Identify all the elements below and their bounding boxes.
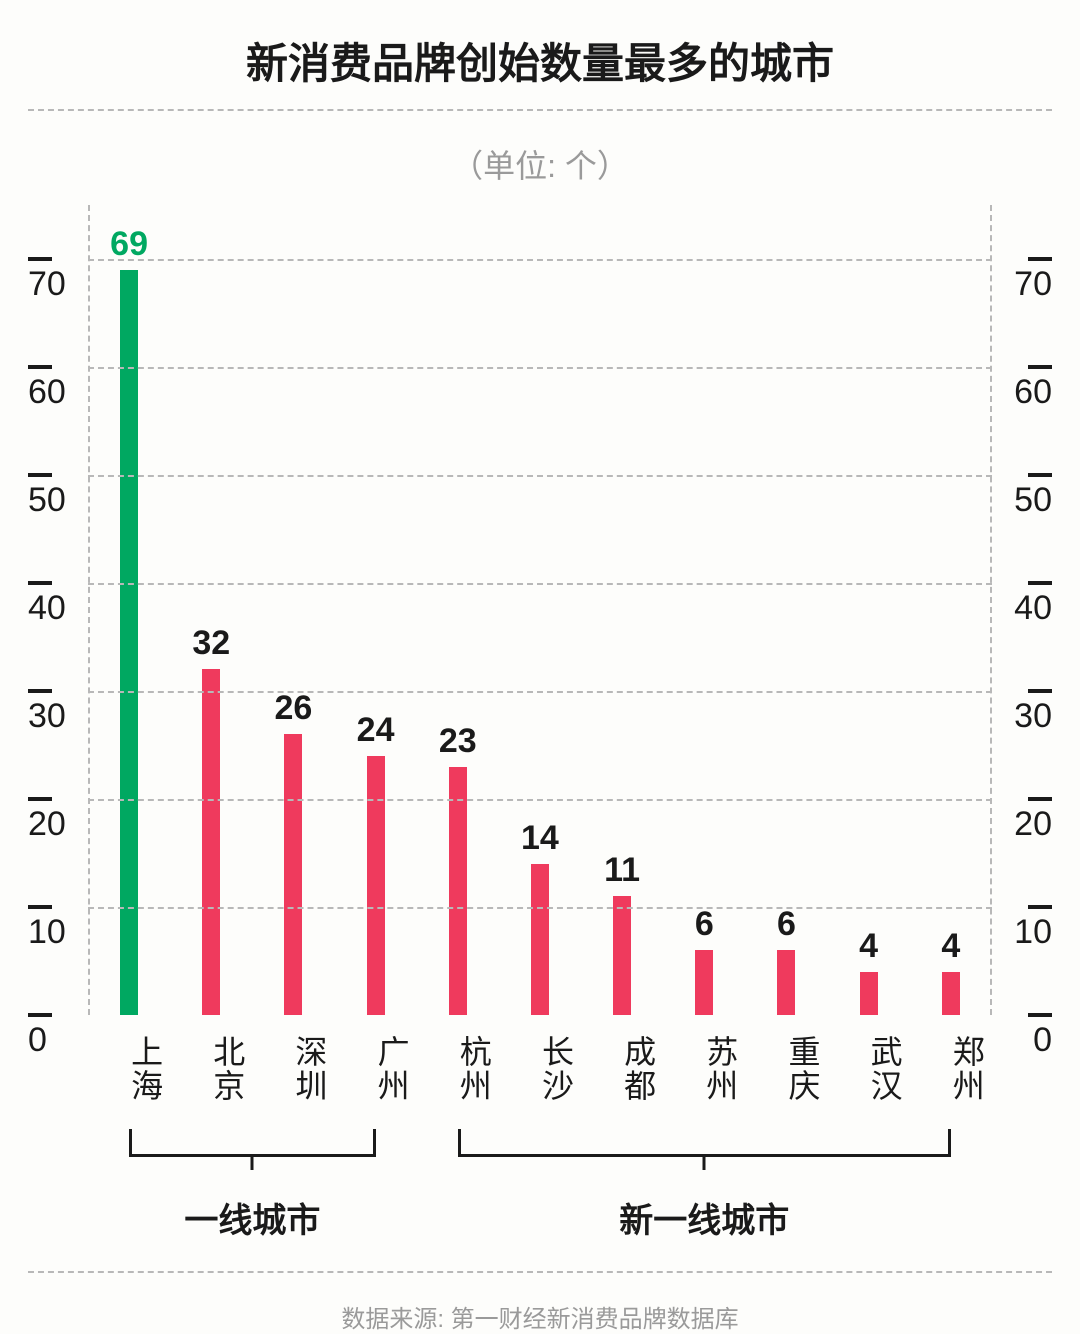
- y-tick-right: [1028, 689, 1052, 693]
- y-tick-left: [28, 581, 52, 585]
- gridline: [88, 367, 992, 369]
- y-label-left: 20: [28, 805, 66, 844]
- y-tick-right: [1028, 581, 1052, 585]
- group-brackets: [88, 1129, 992, 1169]
- y-tick-right: [1028, 905, 1052, 909]
- gridline: [88, 583, 992, 585]
- bar-slot: 26: [258, 205, 328, 1015]
- bar-value-label: 4: [941, 927, 960, 966]
- y-label-left: 10: [28, 913, 66, 952]
- x-axis-labels: 上海北京深圳广州杭州长沙成都苏州重庆武汉郑州: [88, 1029, 992, 1109]
- bar-value-label: 6: [695, 905, 714, 944]
- top-divider: [28, 109, 1052, 111]
- bar-slot: 24: [341, 205, 411, 1015]
- x-axis-city-label: 成都: [587, 1029, 657, 1109]
- bar-slot: 4: [834, 205, 904, 1015]
- bar-value-label: 32: [192, 624, 230, 663]
- y-tick-left: [28, 905, 52, 909]
- bar-value-label: 26: [275, 689, 313, 728]
- y-tick-left: [28, 365, 52, 369]
- bar-value-label: 69: [110, 225, 148, 264]
- group-label: 新一线城市: [619, 1193, 789, 1242]
- chart-title: 新消费品牌创始数量最多的城市: [0, 0, 1080, 91]
- gridline: [88, 259, 992, 261]
- y-label-right: 60: [1014, 373, 1052, 412]
- bottom-divider: [28, 1271, 1052, 1273]
- y-label-left: 70: [28, 265, 66, 304]
- group-label: 一线城市: [184, 1193, 320, 1242]
- y-tick-right: [1028, 473, 1052, 477]
- group-labels: 一线城市新一线城市: [88, 1193, 992, 1237]
- bar: [613, 896, 631, 1015]
- y-tick-right: [1028, 1013, 1052, 1017]
- x-axis-city-label: 郑州: [916, 1029, 986, 1109]
- y-label-right: 50: [1014, 481, 1052, 520]
- bar-value-label: 23: [439, 722, 477, 761]
- x-axis-city-label: 苏州: [669, 1029, 739, 1109]
- y-label-right: 30: [1014, 697, 1052, 736]
- gridline: [88, 691, 992, 693]
- x-axis-city-label: 武汉: [834, 1029, 904, 1109]
- source-label: 数据来源: 第一财经新消费品牌数据库: [0, 1299, 1080, 1334]
- y-tick-left: [28, 797, 52, 801]
- chart-area: 693226242314116644 001010202030304040505…: [0, 205, 1080, 1015]
- y-tick-left: [28, 689, 52, 693]
- bar: [367, 756, 385, 1015]
- bar-value-label: 24: [357, 711, 395, 750]
- y-tick-right: [1028, 797, 1052, 801]
- bar: [531, 864, 549, 1015]
- y-label-right: 70: [1014, 265, 1052, 304]
- y-label-left: 0: [28, 1021, 47, 1060]
- bar-slot: 23: [423, 205, 493, 1015]
- plot-region: 69 32 26 24 23 14 11 6 6 4 4: [88, 205, 992, 1015]
- y-label-left: 50: [28, 481, 66, 520]
- gridline: [88, 907, 992, 909]
- y-label-right: 0: [1033, 1021, 1052, 1060]
- y-tick-left: [28, 1013, 52, 1017]
- group-bracket: [129, 1129, 376, 1157]
- bar: [202, 669, 220, 1015]
- y-label-right: 20: [1014, 805, 1052, 844]
- unit-label: （单位: 个）: [0, 141, 1080, 187]
- bar-value-label: 6: [777, 905, 796, 944]
- bar-slot: 4: [916, 205, 986, 1015]
- bar-value-label: 11: [604, 851, 640, 890]
- y-label-left: 40: [28, 589, 66, 628]
- gridline: [88, 799, 992, 801]
- y-label-right: 40: [1014, 589, 1052, 628]
- x-axis-city-label: 深圳: [258, 1029, 328, 1109]
- x-axis-city-label: 长沙: [505, 1029, 575, 1109]
- group-bracket: [458, 1129, 951, 1157]
- x-axis-city-label: 重庆: [751, 1029, 821, 1109]
- bar-slot: 6: [751, 205, 821, 1015]
- y-label-right: 10: [1014, 913, 1052, 952]
- x-axis-city-label: 北京: [176, 1029, 246, 1109]
- x-axis-city-label: 上海: [94, 1029, 164, 1109]
- bar: [284, 734, 302, 1015]
- y-tick-right: [1028, 257, 1052, 261]
- y-tick-left: [28, 257, 52, 261]
- bar-value-label: 14: [521, 819, 559, 858]
- bar-slot: 11: [587, 205, 657, 1015]
- bar: [942, 972, 960, 1015]
- bar: [449, 767, 467, 1015]
- y-tick-left: [28, 473, 52, 477]
- bars-container: 69 32 26 24 23 14 11 6 6 4 4: [88, 205, 992, 1015]
- bar: [777, 950, 795, 1015]
- bar-slot: 14: [505, 205, 575, 1015]
- bar-slot: 32: [176, 205, 246, 1015]
- bar-slot: 6: [669, 205, 739, 1015]
- gridline: [88, 475, 992, 477]
- bar: [860, 972, 878, 1015]
- y-label-left: 60: [28, 373, 66, 412]
- bar: [120, 270, 138, 1015]
- bar-value-label: 4: [859, 927, 878, 966]
- x-axis-city-label: 广州: [341, 1029, 411, 1109]
- bar-slot: 69: [94, 205, 164, 1015]
- y-tick-right: [1028, 365, 1052, 369]
- bar: [695, 950, 713, 1015]
- x-axis-city-label: 杭州: [423, 1029, 493, 1109]
- y-label-left: 30: [28, 697, 66, 736]
